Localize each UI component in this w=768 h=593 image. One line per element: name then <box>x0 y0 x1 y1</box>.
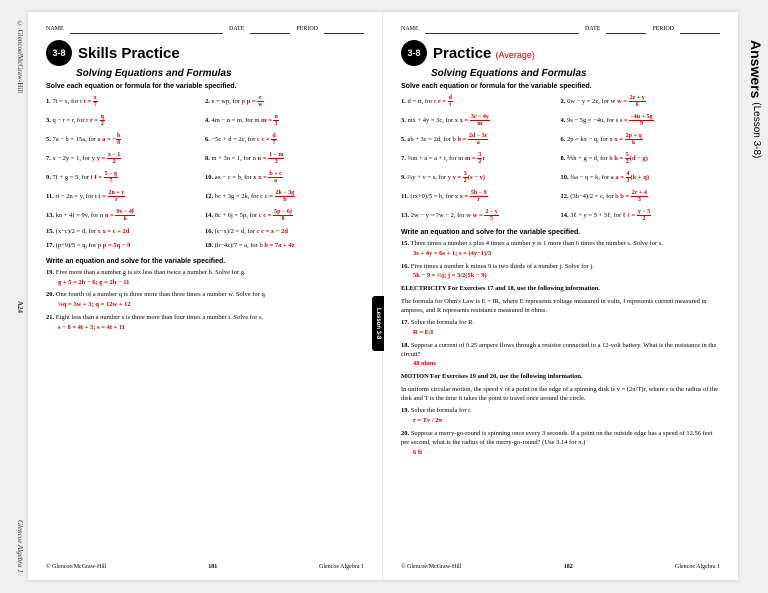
answers-label: Answers <box>748 40 764 98</box>
instruction: Solve each equation or formula for the v… <box>46 83 364 90</box>
name-field <box>70 26 223 34</box>
lesson-title-row: 3-8 Practice (Average) <box>401 40 720 66</box>
word-problem: 19. Solve the formula for r.r = Tv / 2π <box>401 407 720 426</box>
title-text: Practice <box>433 45 491 62</box>
problem: 10. ¾a − q = k, for a a = 43(k + q) <box>561 168 721 187</box>
section-head: MOTION For Exercises 19 and 20, use the … <box>401 373 720 382</box>
problem: 9. 7f + g = 5, for f f = 5 − g7 <box>46 168 205 187</box>
word-problem: 20. One fourth of a number q is three mo… <box>46 291 364 310</box>
section-body: The formula for Ohm's Law is E = IR, whe… <box>401 298 720 316</box>
problem: 10. ax − c = b, for x x = b + ca <box>205 168 364 187</box>
word-problem: 18. Suppose a current of 0.25 ampere flo… <box>401 342 720 369</box>
page-footer: © Glencoe/McGraw-Hill 182 Glencoe Algebr… <box>401 564 720 570</box>
problem: 3. mx + 4y = 3c, for x x = 3c − 4ym <box>401 111 561 130</box>
date-field <box>250 26 290 34</box>
word-problem: 21. Eight less than a number s is three … <box>46 314 364 333</box>
problem: 12. bc + 3g = 2k, for c c = 2k − 3gb <box>205 187 364 206</box>
section-head: ELECTRICITY For Exercises 17 and 18, use… <box>401 285 720 294</box>
problem: 17. (p+9)/5 = q, for p p = 5q − 9 <box>46 239 205 253</box>
subtitle: Solving Equations and Formulas <box>76 68 364 79</box>
word-problem: 19. Five more than a number g is six les… <box>46 269 364 288</box>
section-body: In uniform circular motion, the speed v … <box>401 386 720 404</box>
instruction: Solve each equation or formula for the v… <box>401 83 720 90</box>
word-problem: 16. Five times a number k minus 9 is two… <box>401 263 720 282</box>
name-label: NAME <box>401 26 419 34</box>
instruction-2: Write an equation and solve for the vari… <box>401 229 720 236</box>
footer-copyright: © Glencoe/McGraw-Hill <box>46 564 106 570</box>
name-label: NAME <box>46 26 64 34</box>
footer-page-num: 182 <box>564 564 573 570</box>
problem: 3. q − r = r, for r r = q2 <box>46 111 205 130</box>
period-field <box>680 26 720 34</box>
header-row: NAME DATE PERIOD <box>401 26 720 34</box>
word-problem: 15. Three times a number s plus 4 times … <box>401 240 720 259</box>
footer-copyright: © Glencoe/McGraw-Hill <box>401 564 461 570</box>
problem-grid: 1. d = rt, for r r = dt2. 6w − y = 2z, f… <box>401 92 720 225</box>
name-field <box>425 26 579 34</box>
problem: 6. 2p = kx − q, for x x = 2p + qk <box>561 130 721 149</box>
copyright-vertical: © Glencoe/McGraw-Hill <box>10 20 24 93</box>
problem: 2. 6w − y = 2z, for w w = 2z + y6 <box>561 92 721 111</box>
right-margin: Answers (Lesson 3-8) <box>748 40 764 158</box>
problem-grid: 1. 7t = x, for t t = x72. e = wp, for p … <box>46 92 364 254</box>
problem: 8. ⅖h + g = d, for h h = 52(d − g) <box>561 149 721 168</box>
average-label: (Average) <box>496 50 535 60</box>
problem: 5. 7a − b = 15a, for a a = −b8 <box>46 130 205 149</box>
problem: 7. ⅔m + a = a + r, for m m = 32r <box>401 149 561 168</box>
page-title: Practice (Average) <box>433 45 535 62</box>
date-label: DATE <box>229 26 244 34</box>
subtitle: Solving Equations and Formulas <box>431 68 720 79</box>
problem: 1. d = rt, for r r = dt <box>401 92 561 111</box>
problem: 11. rt − 2n = y, for t t = 2n + yr <box>46 187 205 206</box>
problem: 12. (3b−4)/2 = c, for b b = 2c + 43 <box>561 187 721 206</box>
problem: 2. e = wp, for p p = ew <box>205 92 364 111</box>
period-label: PERIOD <box>296 26 318 34</box>
problem: 6. −5c + d = 2c, for c c = d7 <box>205 130 364 149</box>
lesson-title-row: 3-8 Skills Practice <box>46 40 364 66</box>
problem: 4. 4m − n = m, for m m = n3 <box>205 111 364 130</box>
problem: 14. 3ℓ + y = 5 + 5ℓ, for ℓ ℓ = y − 52 <box>561 206 721 225</box>
footer-book: Glencoe Algebra 1 <box>319 564 364 570</box>
lesson-badge: 3-8 <box>46 40 72 66</box>
word-problems: 19. Five more than a number g is six les… <box>46 269 364 333</box>
page-title: Skills Practice <box>78 45 180 62</box>
lesson-badge: 3-8 <box>401 40 427 66</box>
word-problems: 15. Three times a number s plus 4 times … <box>401 240 720 457</box>
book-title-vertical: Glencoe Algebra 1 <box>10 520 24 573</box>
problem: 18. (b−4z)/7 = a, for b b = 7a + 4z <box>205 239 364 253</box>
problem: 4. 9s − 5g = −4u, for s s = −4u + 5g9 <box>561 111 721 130</box>
problem: 14. 8c + 6j = 5p, for c c = 5p − 6j8 <box>205 206 364 225</box>
problem: 7. x − 2y = 1, for y y = x − 12 <box>46 149 205 168</box>
problem: 8. m + 3n = 1, for n n = 1 − m3 <box>205 149 364 168</box>
problem: 13. kn + 4f = 9v, for n n = 9v − 4fk <box>46 206 205 225</box>
header-row: NAME DATE PERIOD <box>46 26 364 34</box>
date-label: DATE <box>585 26 600 34</box>
left-page: NAME DATE PERIOD 3-8 Skills Practice Sol… <box>28 12 383 580</box>
instruction-2: Write an equation and solve for the vari… <box>46 258 364 265</box>
period-field <box>324 26 364 34</box>
problem: 5. ab + 3c = 2d, for b b = 2d − 3ca <box>401 130 561 149</box>
problem: 13. 2w − y = 7w − 2, for w w = 2 − y5 <box>401 206 561 225</box>
date-field <box>606 26 646 34</box>
problem: 11. (rx+9)/5 = h, for x x = 5h − 9r <box>401 187 561 206</box>
word-problem: 17. Solve the formula for R.R = E/I <box>401 319 720 338</box>
page-spread: NAME DATE PERIOD 3-8 Skills Practice Sol… <box>28 12 738 580</box>
period-label: PERIOD <box>652 26 674 34</box>
problem: 16. (c−x)/2 = d, for c c = x − 2d <box>205 225 364 239</box>
problem: 15. (x−c)/2 = d, for x x = c + 2d <box>46 225 205 239</box>
word-problem: 20. Suppose a merry-go-round is spinning… <box>401 430 720 457</box>
problem: 9. ⅔y + v = s, for y y = 32(s − v) <box>401 168 561 187</box>
page-footer: © Glencoe/McGraw-Hill 181 Glencoe Algebr… <box>46 564 364 570</box>
right-page: NAME DATE PERIOD 3-8 Practice (Average) … <box>383 12 738 580</box>
footer-book: Glencoe Algebra 1 <box>675 564 720 570</box>
left-margin: © Glencoe/McGraw-Hill A24 Glencoe Algebr… <box>10 20 24 573</box>
footer-page-num: 181 <box>208 564 217 570</box>
answers-lesson: (Lesson 3-8) <box>751 102 762 158</box>
page-code: A24 <box>10 301 24 313</box>
problem: 1. 7t = x, for t t = x7 <box>46 92 205 111</box>
